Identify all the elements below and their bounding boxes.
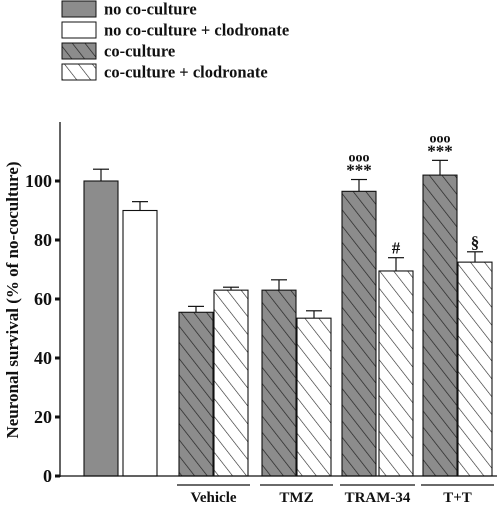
bar [122,209,158,477]
y-tick [55,179,60,183]
legend-label: no co-culture + clodronate [104,21,289,40]
bar-group [213,286,249,477]
bar [261,289,297,477]
bar-group [261,279,297,477]
group-label: TRAM-34 [340,484,415,506]
legend-swatch [61,42,97,60]
group-label-text: TRAM-34 [345,490,411,506]
y-tick [55,297,60,301]
bar [296,317,332,477]
significance-mark: *** [427,141,453,160]
group-label: T+T [421,484,494,506]
group-labels: Vehicle TMZ TRAM-34 T+T [177,484,494,506]
bar [341,190,377,477]
group-label-text: T+T [443,490,472,506]
bar [178,311,214,477]
group-label: Vehicle [177,484,250,506]
bar [422,174,458,477]
y-tick-label: 100 [25,171,52,191]
bar [457,261,493,477]
y-tick [55,356,60,360]
bar [83,180,119,477]
bar-group: ooo*** [422,131,458,477]
legend-label: co-culture [104,42,175,61]
y-tick-label: 0 [43,466,52,486]
y-tick-label: 60 [34,289,52,309]
y-tick [55,474,60,478]
legend: no co-culture no co-culture + clodronate c… [61,0,289,82]
significance-mark: ooo [349,151,370,166]
y-tick [55,238,60,242]
legend-item: co-culture [61,42,175,61]
y-tick-label: 80 [34,230,52,250]
bar-group: § [457,233,493,477]
y-axis-title: Neuronal survival (% of no-coculture) [3,161,22,438]
legend-label: no co-culture [104,0,197,19]
bar-group: # [378,239,414,477]
bar [213,289,249,477]
bar-group [178,305,214,477]
group-label-text: Vehicle [190,490,236,506]
significance-mark: *** [346,161,372,180]
axes-layer: 0 20 40 60 80 100 [25,122,497,486]
legend-item: no co-culture [61,0,197,19]
legend-swatch [61,0,97,18]
legend-swatch [61,21,97,39]
y-tick [55,415,60,419]
bar-group [296,310,332,477]
bar-group [83,168,119,477]
bar-group [122,201,158,477]
significance-mark: # [392,239,401,258]
legend-item: no co-culture + clodronate [61,21,289,40]
significance-mark: ooo [430,131,451,146]
bars-layer: ooo***#ooo***§ [83,131,493,477]
significance-mark: § [471,233,480,252]
legend-label: co-culture + clodronate [104,63,268,82]
y-tick-label: 20 [34,407,52,427]
legend-swatch [61,63,97,81]
group-label: TMZ [260,484,333,506]
y-tick-label: 40 [34,348,52,368]
group-label-text: TMZ [279,490,313,506]
legend-item: co-culture + clodronate [61,63,268,82]
bar [378,270,414,477]
bar-group: ooo*** [341,151,377,477]
